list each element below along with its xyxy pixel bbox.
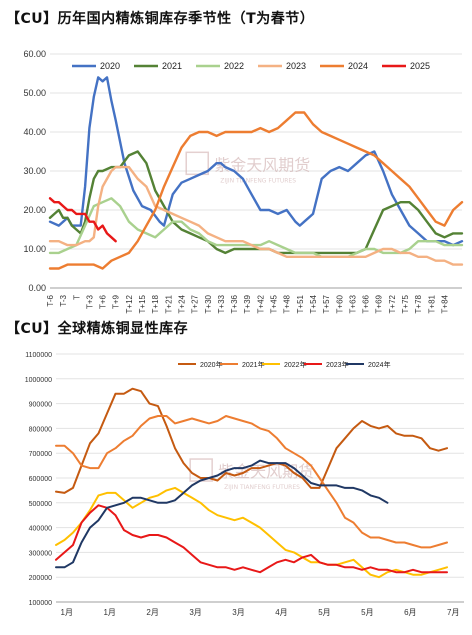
y-tick-label: 900000 <box>29 402 52 409</box>
series-line-2023年 <box>55 504 448 574</box>
legend-label-2022: 2022 <box>224 61 244 71</box>
y-tick-label: 1100000 <box>25 352 52 359</box>
x-tick-label: T+75 <box>401 294 410 313</box>
x-tick-label: 4月 <box>275 608 287 617</box>
legend-label-2021年: 2021年 <box>242 360 265 369</box>
x-tick-label: T+42 <box>256 294 265 313</box>
x-tick-label: T+72 <box>388 294 397 313</box>
chart1-title: 【CU】历年国内精炼铜库存季节性（T为春节） <box>6 11 315 27</box>
legend-label-2020年: 2020年 <box>200 360 223 369</box>
x-tick-label: T+54 <box>309 294 318 313</box>
chart2-title: 【CU】全球精炼铜显性库存 <box>6 321 189 337</box>
series-line-2022 <box>48 197 464 259</box>
x-tick-label: T+57 <box>322 294 331 313</box>
y-tick-label: 400000 <box>29 526 52 533</box>
x-tick-label: 1月 <box>61 608 73 617</box>
y-tick-label: 700000 <box>29 451 52 458</box>
x-tick-label: T+78 <box>414 294 423 313</box>
x-tick-label: T+66 <box>362 294 371 313</box>
x-tick-label: T+63 <box>348 294 357 313</box>
x-tick-label: T-6 <box>46 294 55 306</box>
series-line-2021 <box>48 150 464 255</box>
y-tick-label: 1000000 <box>25 377 52 384</box>
legend-label-2020: 2020 <box>100 61 120 71</box>
x-tick-label: 5月 <box>318 608 330 617</box>
y-tick-label: 600000 <box>29 476 52 483</box>
x-tick-label: T-3 <box>59 294 68 306</box>
legend-label-2024年: 2024年 <box>368 360 391 369</box>
x-tick-label: T+12 <box>125 294 134 313</box>
x-tick-label: T+33 <box>217 294 226 313</box>
x-tick-label: T+21 <box>164 294 173 313</box>
x-tick-label: T+3 <box>85 294 94 309</box>
chart1-svg: 0.00 10.00 20.00 30.00 40.00 50.00 60.00 T-6 T-3… <box>23 49 464 313</box>
watermark-text: 紫金天风期货 <box>214 155 310 174</box>
series-line-2022年 <box>55 486 448 579</box>
watermark-text: 紫金天风期货 <box>218 462 314 481</box>
x-tick-label: 5月 <box>361 608 373 617</box>
watermark-seal <box>185 151 209 176</box>
legend-label-2023年: 2023年 <box>326 360 349 369</box>
x-tick-label: T+84 <box>440 294 449 313</box>
x-tick-label: 2月 <box>146 608 158 617</box>
x-tick-label: 7月 <box>447 608 459 617</box>
x-tick-label: T+9 <box>112 294 121 309</box>
x-tick-label: T+48 <box>283 294 292 313</box>
x-tick-label: T+18 <box>151 294 160 313</box>
watermark-subtext: ZIJIN TIANFENG FUTURES <box>224 484 300 491</box>
x-tick-label: T+39 <box>243 294 252 313</box>
y-tick-label: 300000 <box>29 550 52 557</box>
x-tick-label: 3月 <box>189 608 201 617</box>
y-tick-label: 800000 <box>29 426 52 433</box>
series-line-2024 <box>48 111 464 270</box>
x-tick-label: 6月 <box>404 608 416 617</box>
x-tick-label: T+30 <box>204 294 213 313</box>
series-line-2021年 <box>55 415 448 549</box>
y-tick-label: 50.00 <box>23 88 46 98</box>
x-tick-label: T+36 <box>230 294 239 313</box>
legend-label-2024: 2024 <box>348 61 368 71</box>
x-tick-label: T+45 <box>270 294 279 313</box>
y-tick-label: 100000 <box>29 600 52 607</box>
y-tick-label: 20.00 <box>23 205 46 215</box>
y-tick-label: 10.00 <box>23 244 46 254</box>
y-tick-label: 500000 <box>29 501 52 508</box>
series-line-2023 <box>48 165 464 266</box>
watermark-subtext: ZIJIN TIANFENG FUTURES <box>220 177 296 184</box>
y-tick-label: 60.00 <box>23 49 46 59</box>
x-tick-label: T+27 <box>191 294 200 313</box>
watermark: 紫金天风期货 ZIJIN TIANFENG FUTURES <box>185 151 310 184</box>
chart2-svg: 100000 200000 300000 400000 500000 600000 7000… <box>25 352 464 617</box>
series-line-2020 <box>48 76 464 247</box>
x-tick-label: 3月 <box>232 608 244 617</box>
y-tick-label: 200000 <box>29 575 52 582</box>
series-line-2020年 <box>55 387 448 494</box>
y-tick-label: 40.00 <box>23 127 46 137</box>
legend-label-2023: 2023 <box>286 61 306 71</box>
x-tick-label: T+81 <box>427 294 436 313</box>
x-tick-label: T+6 <box>99 294 108 309</box>
x-tick-label: 1月 <box>103 608 115 617</box>
series-line-2024年 <box>55 459 389 569</box>
y-tick-label: 30.00 <box>23 166 46 176</box>
series-line-2025 <box>48 197 117 243</box>
legend-label-2021: 2021 <box>162 61 182 71</box>
legend-label-2025: 2025 <box>410 61 430 71</box>
x-tick-label: T+51 <box>296 294 305 313</box>
legend-label-2022年: 2022年 <box>284 360 307 369</box>
y-tick-label: 0.00 <box>28 283 46 293</box>
x-tick-label: T+60 <box>335 294 344 313</box>
x-tick-label: T+69 <box>375 294 384 313</box>
x-tick-label: T+15 <box>138 294 147 313</box>
x-tick-label: T+24 <box>177 294 186 313</box>
x-tick-label: T <box>72 295 81 300</box>
